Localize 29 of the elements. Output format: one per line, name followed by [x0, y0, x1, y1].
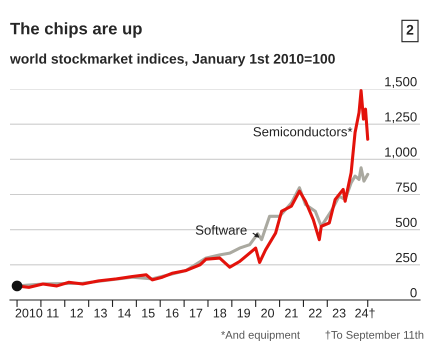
x-tick-label: 2010 — [16, 308, 42, 318]
y-tick-label: 750 — [396, 182, 417, 192]
x-tick-label: 12 — [70, 308, 83, 318]
x-tick-label: 13 — [94, 308, 107, 318]
x-tick-label: 20 — [261, 308, 274, 318]
chart-subtitle: world stockmarket indices, January 1st 2010=100 — [10, 54, 335, 66]
y-tick-label: 250 — [396, 252, 417, 262]
text: 2 — [406, 24, 414, 35]
y-tick-label: 1,000 — [385, 147, 417, 158]
x-tick-label: 11 — [47, 308, 59, 318]
y-tick-label: 1,500 — [385, 77, 417, 88]
x-tick-label: 21 — [285, 308, 298, 318]
y-tick-label: 0 — [410, 288, 417, 298]
y-tick-label: 1,250 — [385, 112, 417, 124]
chart-title: The chips are up — [10, 22, 142, 38]
x-tick-label: 16 — [166, 308, 179, 318]
series-label: Software — [196, 225, 247, 235]
x-tick-label: 24† — [355, 308, 375, 318]
x-tick-label: 14 — [118, 308, 131, 318]
x-tick-label: 15 — [142, 308, 155, 318]
x-tick-label: 17 — [190, 308, 202, 318]
x-tick-label: 23 — [332, 308, 346, 318]
text: †To September 11th — [326, 330, 424, 341]
x-tick-label: 19 — [238, 308, 250, 318]
x-tick-label: 22 — [308, 308, 322, 318]
text: *And equipment — [221, 330, 300, 341]
x-tick-label: 18 — [214, 308, 226, 318]
y-tick-label: 500 — [396, 218, 417, 228]
series-label: Semiconductors* — [253, 126, 352, 136]
